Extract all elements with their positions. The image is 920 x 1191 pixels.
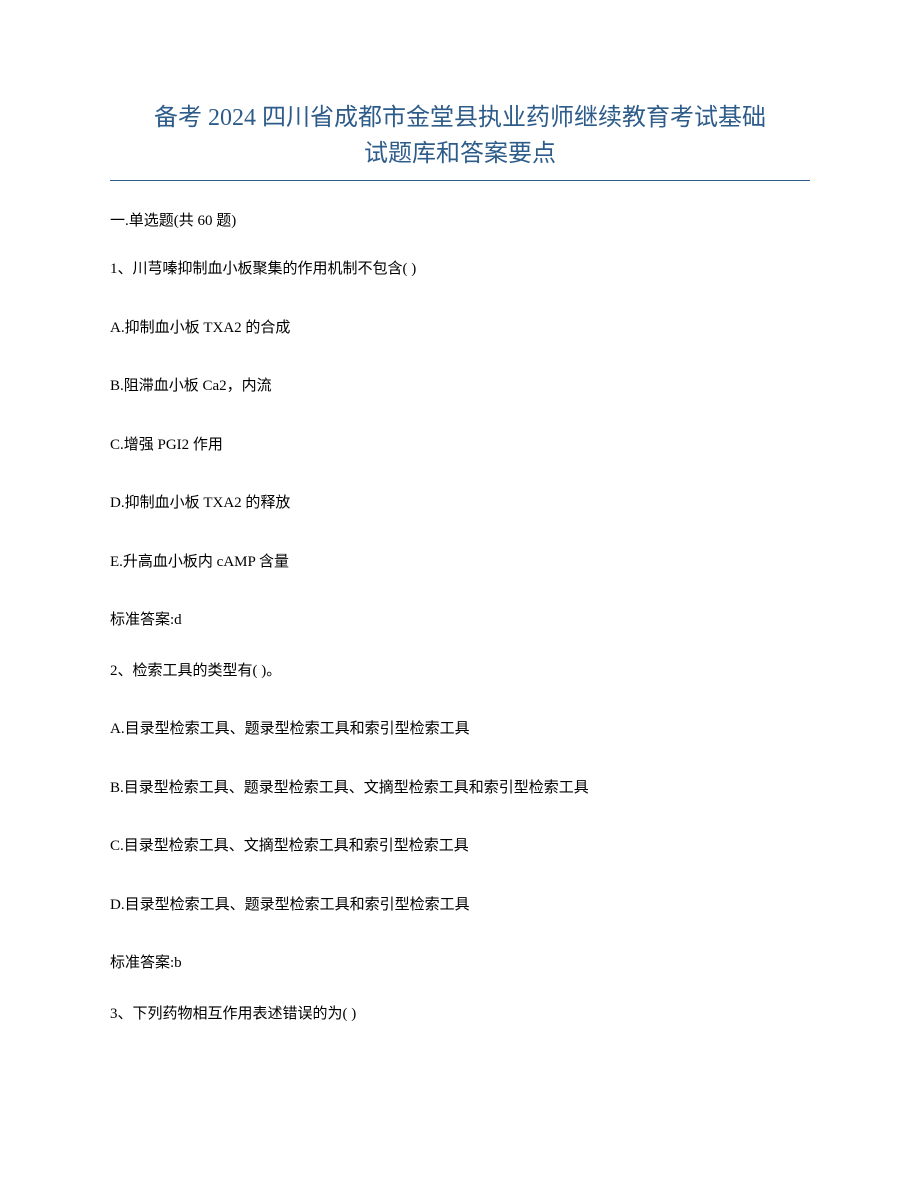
question-2-answer: 标准答案:b — [110, 952, 810, 975]
question-1-option-d: D.抑制血小板 TXA2 的释放 — [110, 492, 810, 515]
document-title: 备考 2024 四川省成都市金堂县执业药师继续教育考试基础 试题库和答案要点 — [110, 100, 810, 172]
section-header: 一.单选题(共 60 题) — [110, 209, 810, 230]
question-1-option-b: B.阻滞血小板 Ca2，内流 — [110, 375, 810, 398]
question-1-option-c: C.增强 PGI2 作用 — [110, 434, 810, 457]
title-line-2: 试题库和答案要点 — [110, 136, 810, 172]
question-1-answer: 标准答案:d — [110, 609, 810, 632]
question-2-option-d: D.目录型检索工具、题录型检索工具和索引型检索工具 — [110, 894, 810, 917]
question-2-option-a: A.目录型检索工具、题录型检索工具和索引型检索工具 — [110, 718, 810, 741]
question-3-text: 3、下列药物相互作用表述错误的为( ) — [110, 1003, 810, 1026]
title-divider — [110, 180, 810, 181]
question-2-text: 2、检索工具的类型有( )。 — [110, 660, 810, 683]
question-2-option-c: C.目录型检索工具、文摘型检索工具和索引型检索工具 — [110, 835, 810, 858]
question-1-option-a: A.抑制血小板 TXA2 的合成 — [110, 317, 810, 340]
question-1-option-e: E.升高血小板内 cAMP 含量 — [110, 551, 810, 574]
title-line-1: 备考 2024 四川省成都市金堂县执业药师继续教育考试基础 — [154, 105, 766, 131]
question-2-option-b: B.目录型检索工具、题录型检索工具、文摘型检索工具和索引型检索工具 — [110, 777, 810, 800]
question-1-text: 1、川芎嗪抑制血小板聚集的作用机制不包含( ) — [110, 258, 810, 281]
